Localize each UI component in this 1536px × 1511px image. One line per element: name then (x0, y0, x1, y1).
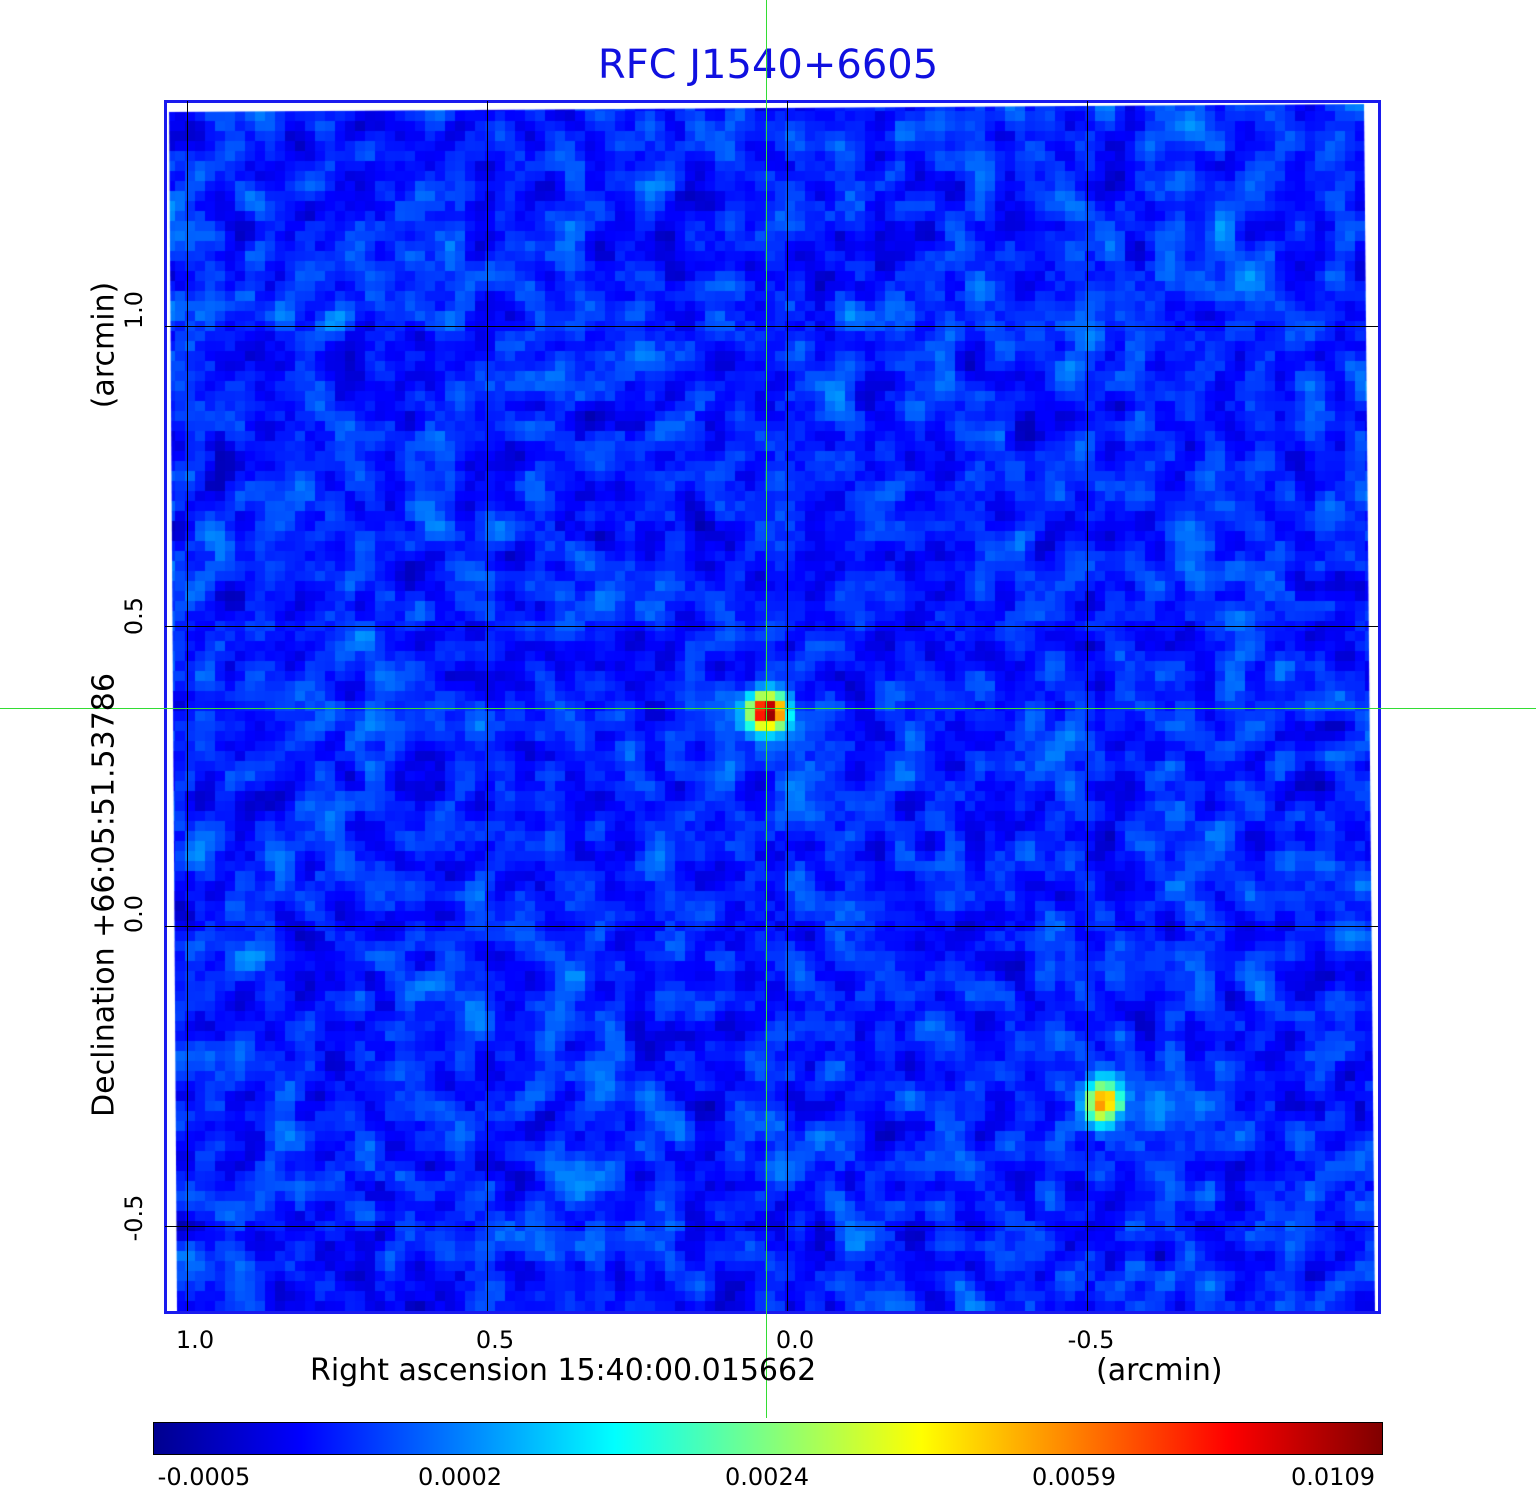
colorbar-tick-label: 0.0024 (725, 1463, 809, 1491)
grid-line-y (165, 1226, 1378, 1227)
y-tick-label: 0.5 (120, 596, 148, 636)
chart-title: RFC J1540+6605 (597, 42, 939, 88)
x-axis-label: Right ascension 15:40:00.015662 (310, 1353, 817, 1388)
colorbar (153, 1422, 1383, 1455)
y-tick-label: -0.5 (120, 1194, 148, 1242)
crosshair-horizontal (0, 708, 1536, 709)
grid-line-x (487, 101, 488, 1311)
grid-line-y (165, 326, 1378, 327)
colorbar-tick-label: 0.0002 (418, 1463, 502, 1491)
colorbar-tick-label: 0.0109 (1291, 1463, 1375, 1491)
grid-line-x (187, 101, 188, 1311)
x-tick-label: -0.5 (1067, 1326, 1115, 1354)
y-axis-unit: (arcmin) (86, 281, 122, 409)
grid-line-x (787, 101, 788, 1311)
y-tick-label: 1.0 (120, 290, 148, 330)
x-axis-unit: (arcmin) (1096, 1353, 1223, 1388)
crosshair-vertical (766, 0, 767, 1418)
x-tick-label: 1.0 (175, 1326, 215, 1354)
grid-line-y (165, 926, 1378, 927)
image-plot-area[interactable] (165, 101, 1378, 1311)
colorbar-tick-label: -0.0005 (157, 1463, 251, 1491)
grid-line-y (165, 626, 1378, 627)
y-tick-label: 0.0 (120, 894, 148, 934)
plot-frame (164, 100, 1381, 1314)
y-axis-label: Declination +66:05:51.53786 (86, 673, 122, 1117)
colorbar-tick-label: 0.0059 (1032, 1463, 1116, 1491)
grid-line-x (1087, 101, 1088, 1311)
x-tick-label: 0.5 (475, 1326, 515, 1354)
x-tick-label: 0.0 (775, 1326, 815, 1354)
radio-image-heatmap (165, 101, 1378, 1311)
